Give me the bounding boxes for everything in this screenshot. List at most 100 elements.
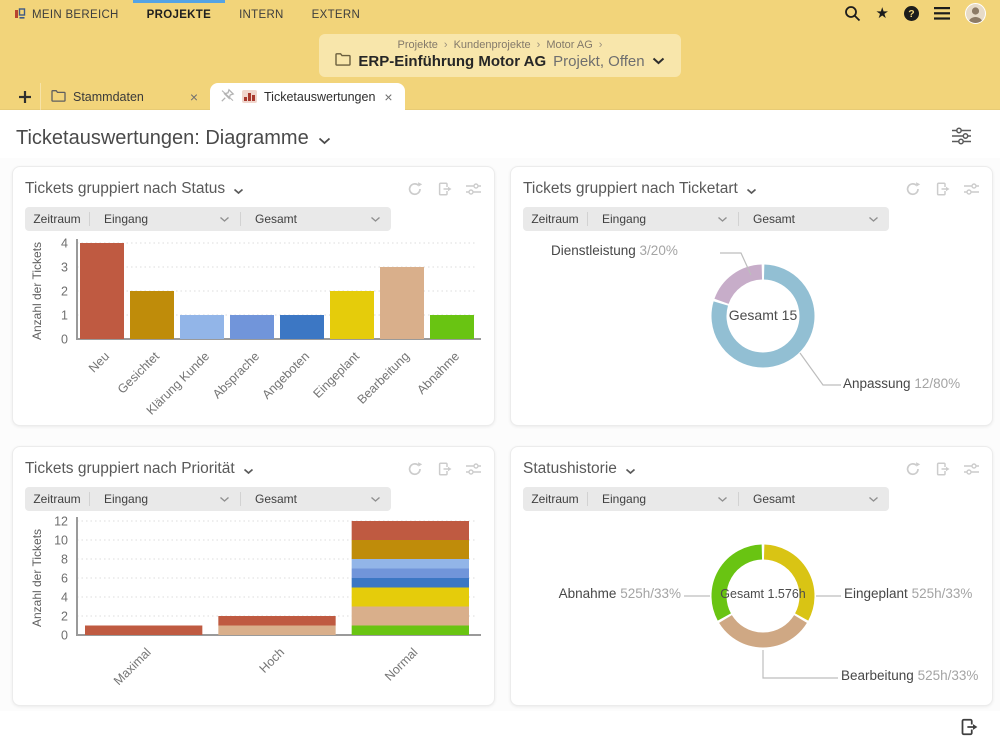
nav-item-intern[interactable]: INTERN: [225, 0, 298, 27]
filter-icon[interactable]: [465, 182, 482, 196]
svg-text:8: 8: [61, 553, 68, 567]
menu-icon[interactable]: [934, 7, 950, 20]
card-title: Tickets gruppiert nach Status: [25, 180, 225, 198]
card-tickets-nach-ticketart: Tickets gruppiert nach Ticketart Zeitrau…: [510, 166, 993, 426]
svg-text:Gesichtet: Gesichtet: [115, 349, 163, 397]
card-title: Statushistorie: [523, 460, 617, 478]
chevron-down-icon[interactable]: [243, 462, 254, 480]
svg-text:10: 10: [54, 534, 68, 548]
donut-slice-label: Eingeplant 525h/33%: [844, 586, 972, 601]
avatar[interactable]: [965, 3, 986, 24]
donut-slice-label: Anpassung 12/80%: [843, 376, 960, 391]
svg-text:Absprache: Absprache: [210, 349, 262, 401]
eingang-select[interactable]: Eingang: [90, 212, 240, 226]
svg-text:2: 2: [61, 285, 68, 299]
breadcrumb-separator: ›: [599, 39, 603, 51]
chevron-down-icon[interactable]: [652, 52, 665, 70]
nav-label: MEIN BEREICH: [32, 9, 119, 21]
svg-text:1: 1: [61, 309, 68, 323]
refresh-icon[interactable]: [905, 181, 921, 197]
breadcrumb-separator: ›: [537, 39, 541, 51]
nav-label: INTERN: [239, 9, 284, 21]
chevron-down-icon[interactable]: [746, 182, 757, 200]
tab-stammdaten[interactable]: Stammdaten ×: [40, 83, 210, 110]
nav-label: EXTERN: [312, 9, 360, 21]
svg-text:0: 0: [61, 629, 68, 643]
project-status: Projekt, Offen: [553, 53, 644, 70]
nav-spacer: [374, 0, 843, 27]
svg-text:Angeboten: Angeboten: [259, 349, 312, 402]
svg-text:Maximal: Maximal: [111, 645, 154, 688]
svg-text:3: 3: [61, 261, 68, 275]
gesamt-select[interactable]: Gesamt: [739, 492, 889, 506]
breadcrumb-item-projekte[interactable]: Projekte: [398, 39, 438, 51]
add-tab-button[interactable]: [10, 83, 40, 110]
zeitraum-label: Zeitraum: [523, 212, 587, 226]
filter-icon[interactable]: [963, 182, 980, 196]
chevron-down-icon[interactable]: [318, 132, 331, 150]
pin-off-icon[interactable]: [220, 88, 235, 106]
breadcrumb-item-motor-ag[interactable]: Motor AG: [546, 39, 592, 51]
donut-chart-ticketart: Gesamt 15Dienstleistung 3/20%Anpassung 1…: [523, 235, 980, 426]
tab-bar: Stammdaten × Ticketauswertungen ×: [0, 83, 1000, 110]
close-icon[interactable]: ×: [188, 89, 200, 105]
export-page-icon[interactable]: [958, 717, 978, 742]
export-icon[interactable]: [934, 461, 950, 477]
stacked-bar-chart-prioritaet: 024681012Anzahl der TicketsMaximalHochNo…: [25, 515, 482, 706]
folder-icon: [51, 89, 66, 105]
nav-item-projekte[interactable]: PROJEKTE: [133, 0, 225, 27]
export-icon[interactable]: [436, 181, 452, 197]
filter-bar: Zeitraum Eingang Gesamt: [523, 207, 889, 231]
tab-label: Ticketauswertungen: [264, 90, 375, 104]
nav-item-extern[interactable]: EXTERN: [298, 0, 374, 27]
zeitraum-label: Zeitraum: [25, 212, 89, 226]
bottom-bar: [0, 711, 1000, 747]
search-icon[interactable]: [844, 5, 861, 22]
close-icon[interactable]: ×: [382, 89, 394, 105]
page-filter-icon[interactable]: [951, 127, 972, 150]
main-content: Ticketauswertungen: Diagramme Tickets gr…: [0, 110, 1000, 747]
svg-text:4: 4: [61, 237, 68, 251]
filter-icon[interactable]: [465, 462, 482, 476]
folder-icon: [335, 52, 351, 71]
tab-label: Stammdaten: [73, 90, 181, 104]
card-title: Tickets gruppiert nach Priorität: [25, 460, 235, 478]
chevron-down-icon[interactable]: [625, 462, 636, 480]
filter-bar: Zeitraum Eingang Gesamt: [25, 487, 391, 511]
bar-chart-status: 01234Anzahl der TicketsNeuGesichtetKläru…: [25, 235, 482, 426]
refresh-icon[interactable]: [407, 181, 423, 197]
star-icon[interactable]: ★: [876, 6, 889, 21]
eingang-select[interactable]: Eingang: [588, 212, 738, 226]
card-tickets-nach-status: Tickets gruppiert nach Status Zeitraum E…: [12, 166, 495, 426]
filter-icon[interactable]: [963, 462, 980, 476]
breadcrumb-item-kundenprojekte[interactable]: Kundenprojekte: [454, 39, 531, 51]
gesamt-select[interactable]: Gesamt: [241, 492, 391, 506]
eingang-select[interactable]: Eingang: [588, 492, 738, 506]
donut-slice-label: Dienstleistung 3/20%: [551, 243, 678, 258]
nav-item-mein-bereich[interactable]: MEIN BEREICH: [0, 0, 133, 27]
zeitraum-label: Zeitraum: [25, 492, 89, 506]
svg-text:Neu: Neu: [86, 349, 112, 375]
card-tickets-nach-prioritaet: Tickets gruppiert nach Priorität Zeitrau…: [12, 446, 495, 706]
project-header: Projekte › Kundenprojekte › Motor AG › E…: [0, 27, 1000, 83]
svg-text:Abnahme: Abnahme: [414, 349, 462, 397]
eingang-select[interactable]: Eingang: [90, 492, 240, 506]
gesamt-select[interactable]: Gesamt: [241, 212, 391, 226]
gesamt-select[interactable]: Gesamt: [739, 212, 889, 226]
export-icon[interactable]: [436, 461, 452, 477]
dashboard-grid: Tickets gruppiert nach Status Zeitraum E…: [0, 158, 1000, 706]
refresh-icon[interactable]: [407, 461, 423, 477]
card-statushistorie: Statushistorie Zeitraum Eingang Gesamt G…: [510, 446, 993, 706]
export-icon[interactable]: [934, 181, 950, 197]
help-icon[interactable]: ?: [904, 6, 919, 21]
filter-bar: Zeitraum Eingang Gesamt: [523, 487, 889, 511]
tab-ticketauswertungen[interactable]: Ticketauswertungen ×: [210, 83, 405, 110]
svg-text:Anzahl der Tickets: Anzahl der Tickets: [30, 529, 44, 627]
chevron-down-icon[interactable]: [233, 182, 244, 200]
svg-text:Normal: Normal: [382, 645, 420, 683]
svg-text:Hoch: Hoch: [257, 645, 288, 676]
top-nav: MEIN BEREICH PROJEKTE INTERN EXTERN ★ ?: [0, 0, 1000, 27]
refresh-icon[interactable]: [905, 461, 921, 477]
svg-text:Bearbeitung: Bearbeitung: [355, 349, 413, 407]
svg-text:12: 12: [54, 515, 68, 529]
